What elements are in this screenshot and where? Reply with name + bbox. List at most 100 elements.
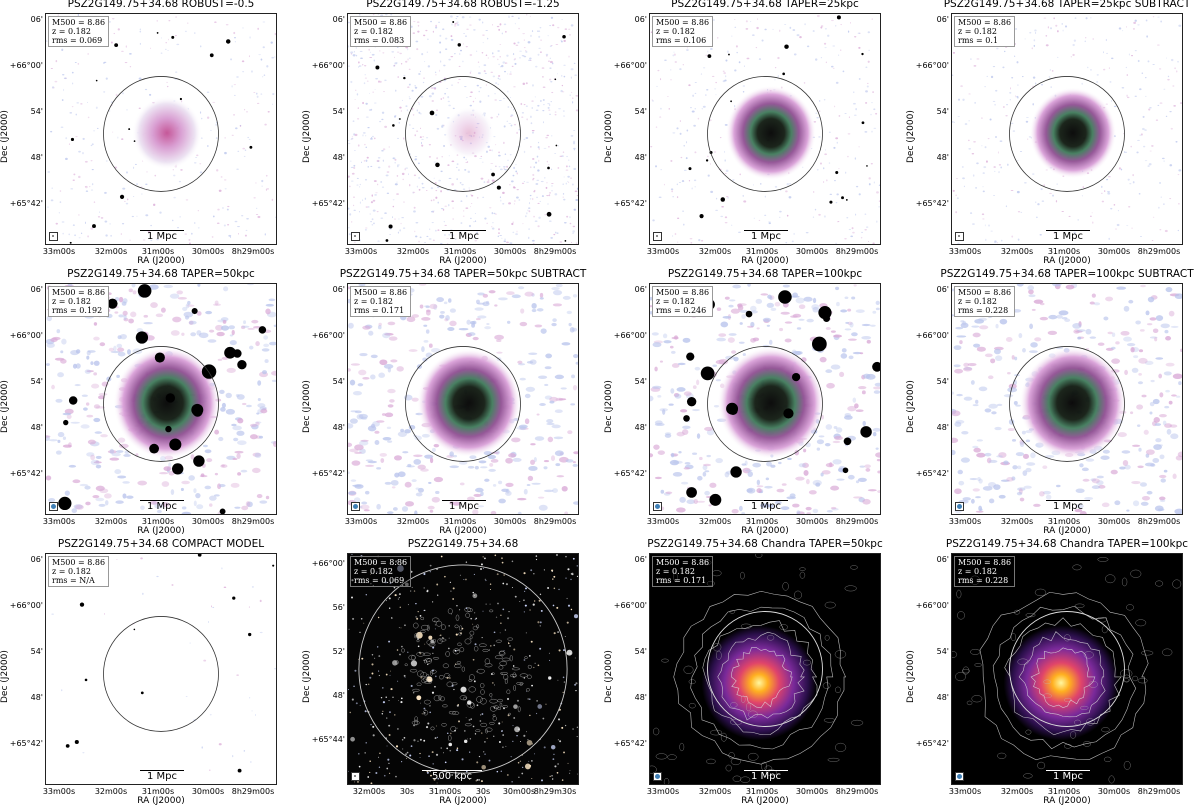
- ra-tick-label: 32m00s: [94, 787, 128, 796]
- dec-tick-label: 06': [30, 285, 43, 294]
- dec-tick-label: 06': [936, 285, 949, 294]
- panel-8: PSZ2G149.75+34.68 TAPER=100kpc SUBTRACT M…: [940, 268, 1194, 515]
- scale-bar-line: [140, 500, 184, 501]
- ra-tick-label: 30s: [475, 787, 491, 796]
- ra-tick-label: 32m00s: [698, 787, 732, 796]
- dec-tick-label: 48': [936, 693, 949, 702]
- ra-tick-label: 31m00s: [745, 517, 779, 526]
- dec-tick-label: 54': [30, 647, 43, 656]
- scale-bar-label: 1 Mpc: [1052, 231, 1083, 242]
- beam-icon: [653, 502, 662, 511]
- scale-bar-line: [744, 500, 788, 501]
- info-box: M500 = 8.86 z = 0.182 rms = 0.192: [48, 286, 110, 317]
- panel-map: [46, 554, 276, 784]
- info-m500: M500 = 8.86: [958, 288, 1012, 297]
- dec-tick-label: +66°00': [915, 601, 949, 610]
- ra-tick-label: 31m00s: [428, 787, 462, 796]
- ra-tick-label: 33m00s: [948, 787, 982, 796]
- ra-tick-label: 30m00s: [1097, 517, 1131, 526]
- panel-9: PSZ2G149.75+34.68 COMPACT MODEL M500 = 8.…: [45, 538, 277, 785]
- x-axis-label: RA (J2000): [439, 256, 487, 266]
- beam-ellipse: [52, 235, 54, 237]
- panel-map: [46, 14, 276, 244]
- scale-bar-line: [1046, 770, 1090, 771]
- dec-tick-label: 54': [332, 377, 345, 386]
- dec-tick-label: +65°44': [311, 735, 345, 744]
- x-axis-label: RA (J2000): [439, 796, 487, 806]
- beam-ellipse: [656, 235, 658, 237]
- scale-bar: 1 Mpc: [442, 500, 486, 512]
- ra-tick-label: 8h29m00s: [1137, 517, 1181, 526]
- ra-tick-label: 32m00s: [352, 787, 386, 796]
- dec-tick-label: +66°00': [613, 61, 647, 70]
- ra-tick-label: 33m00s: [42, 247, 76, 256]
- dec-tick-label: 48': [332, 691, 345, 700]
- ra-tick-label: 30m00s: [795, 247, 829, 256]
- ra-tick-label: 8h29m00s: [1137, 787, 1181, 796]
- info-m500: M500 = 8.86: [958, 558, 1012, 567]
- scale-bar: 1 Mpc: [1046, 770, 1090, 782]
- ra-tick-label: 8h29m00s: [835, 517, 879, 526]
- dec-tick-label: +66°00': [613, 331, 647, 340]
- dec-tick-label: 54': [634, 107, 647, 116]
- info-rms: rms = 0.171: [656, 576, 707, 585]
- ra-tick-label: 33m00s: [42, 517, 76, 526]
- y-axis-label: Dec (J2000): [906, 380, 916, 433]
- scale-bar-label: 1 Mpc: [750, 771, 781, 782]
- info-m500: M500 = 8.86: [354, 288, 408, 297]
- dec-tick-label: 06': [30, 15, 43, 24]
- info-m500: M500 = 8.86: [958, 18, 1012, 27]
- ra-tick-label: 33m00s: [42, 787, 76, 796]
- dec-tick-label: 54': [936, 377, 949, 386]
- info-box: M500 = 8.86 z = 0.182 rms = N/A: [48, 556, 110, 587]
- panel-6: PSZ2G149.75+34.68 TAPER=50kpc SUBTRACT M5…: [340, 268, 586, 515]
- dec-tick-label: 48': [936, 423, 949, 432]
- info-m500: M500 = 8.86: [354, 18, 408, 27]
- ra-tick-label: 32m00s: [698, 247, 732, 256]
- dec-tick-label: +65°42': [9, 739, 43, 748]
- scale-bar: 1 Mpc: [744, 230, 788, 242]
- dec-tick-label: 48': [30, 693, 43, 702]
- ra-tick-label: 31m00s: [745, 247, 779, 256]
- scale-bar-label: 1 Mpc: [1052, 771, 1083, 782]
- dec-tick-label: +66°00': [9, 331, 43, 340]
- scale-bar: 1 Mpc: [1046, 230, 1090, 242]
- info-box: M500 = 8.86 z = 0.182 rms = 0.171: [652, 556, 714, 587]
- beam-ellipse: [51, 504, 56, 509]
- panel-map: [46, 284, 276, 514]
- scale-bar-label: 1 Mpc: [448, 501, 479, 512]
- info-rms: rms = 0.069: [354, 576, 405, 585]
- info-z: z = 0.182: [958, 297, 997, 306]
- scale-bar: 1 Mpc: [442, 230, 486, 242]
- info-z: z = 0.182: [958, 27, 997, 36]
- panel-image: M500 = 8.86 z = 0.182 rms = 0.1 1 Mpc: [951, 13, 1183, 245]
- panel-title: PSZ2G149.75+34.68 TAPER=50kpc SUBTRACT: [339, 268, 587, 280]
- ra-tick-label: 30m00s: [191, 247, 225, 256]
- ra-tick-label: 31m00s: [443, 517, 477, 526]
- ra-tick-label: 33m00s: [948, 517, 982, 526]
- info-box: M500 = 8.86 z = 0.182 rms = 0.069: [350, 556, 412, 587]
- ra-tick-label: 8h29m00s: [1137, 247, 1181, 256]
- info-box: M500 = 8.86 z = 0.182 rms = 0.228: [954, 286, 1016, 317]
- info-rms: rms = 0.106: [656, 36, 707, 45]
- ra-tick-label: 8h29m00s: [533, 517, 577, 526]
- ra-tick-label: 8h29m00s: [231, 247, 275, 256]
- dec-tick-label: +66°00': [311, 331, 345, 340]
- panel-image: M500 = 8.86 z = 0.182 rms = 0.069 1 Mpc: [45, 13, 277, 245]
- beam-icon: [653, 232, 662, 241]
- ra-tick-label: 33m00s: [344, 247, 378, 256]
- scale-bar-line: [442, 230, 486, 231]
- y-axis-label: Dec (J2000): [0, 650, 10, 703]
- panel-map: [650, 14, 880, 244]
- ra-tick-label: 30m00s: [493, 517, 527, 526]
- ra-tick-label: 31m00s: [1047, 517, 1081, 526]
- dec-tick-label: 48': [634, 153, 647, 162]
- scale-bar-line: [1046, 500, 1090, 501]
- panel-image: M500 = 8.86 z = 0.182 rms = 0.083 1 Mpc: [347, 13, 579, 245]
- panel-image: M500 = 8.86 z = 0.182 rms = 0.192 1 Mpc: [45, 283, 277, 515]
- panel-title: PSZ2G149.75+34.68 TAPER=100kpc: [667, 268, 863, 280]
- x-axis-label: RA (J2000): [741, 256, 789, 266]
- dec-tick-label: 48': [634, 693, 647, 702]
- ra-tick-label: 31m00s: [745, 787, 779, 796]
- info-box: M500 = 8.86 z = 0.182 rms = 0.069: [48, 16, 110, 47]
